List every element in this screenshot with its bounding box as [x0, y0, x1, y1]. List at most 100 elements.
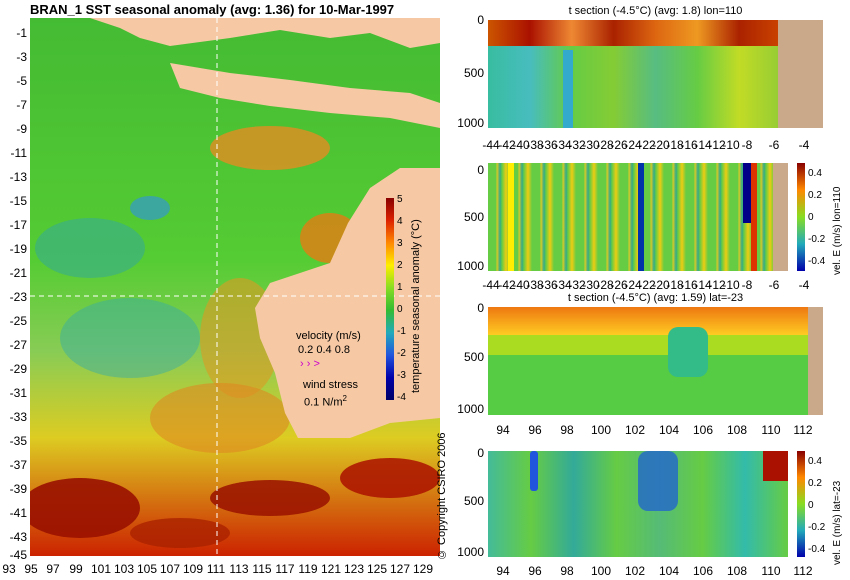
- x-tick: -44: [482, 138, 500, 152]
- x-tick: -28: [596, 278, 614, 292]
- cbar-tick: -0.4: [808, 544, 826, 555]
- y-tick: -29: [9, 362, 27, 376]
- cbar-tick: 0.4: [808, 456, 822, 467]
- cbar-tick: -4: [397, 392, 406, 403]
- map-title: BRAN_1 SST seasonal anomaly (avg: 1.36) …: [30, 2, 395, 17]
- x-tick: 115: [252, 562, 272, 576]
- y-tick: -27: [9, 338, 27, 352]
- x-tick: 104: [658, 564, 680, 578]
- temperature-section-lat[interactable]: [488, 307, 823, 415]
- x-tick: -18: [666, 278, 684, 292]
- x-tick: 96: [528, 564, 542, 578]
- x-tick: -36: [540, 278, 558, 292]
- velocity-legend-title: velocity (m/s): [296, 330, 361, 342]
- x-tick: 110: [761, 564, 781, 578]
- x-tick: -18: [666, 138, 684, 152]
- panel4-colorbar: [797, 451, 805, 557]
- x-tick: -24: [624, 278, 642, 292]
- y-tick: -35: [9, 434, 27, 448]
- wind-legend-value: 0.1 N/m2: [304, 394, 347, 409]
- y-tick: -11: [10, 146, 27, 160]
- y-tick: 1000: [457, 545, 484, 559]
- cbar-tick: -0.4: [808, 256, 826, 267]
- x-tick: 95: [24, 562, 38, 576]
- y-tick: -41: [9, 506, 27, 520]
- y-tick: 500: [463, 350, 484, 364]
- x-tick: 103: [113, 562, 135, 576]
- x-tick: 108: [726, 423, 748, 437]
- x-tick: 100: [590, 423, 612, 437]
- y-tick: -3: [16, 50, 27, 64]
- cbar-tick: 3: [397, 238, 403, 249]
- land-mask: [778, 20, 823, 128]
- x-tick: -4: [798, 278, 810, 292]
- velocity-section-lat[interactable]: [488, 451, 788, 557]
- x-tick: 113: [229, 562, 249, 576]
- x-tick: 94: [496, 423, 510, 437]
- x-tick: 119: [298, 562, 318, 576]
- x-tick: -42: [498, 138, 516, 152]
- cbar-tick: 5: [397, 194, 403, 205]
- x-tick: 97: [46, 562, 60, 576]
- land-north: [90, 18, 440, 48]
- x-tick: -8: [741, 138, 753, 152]
- cbar-tick: -3: [397, 370, 406, 381]
- y-tick: -21: [9, 266, 27, 280]
- x-tick: 100: [590, 564, 612, 578]
- panel4-cbar-label: vel. E (m/s) lat=-23: [832, 480, 843, 565]
- cbar-tick: 1: [397, 282, 403, 293]
- y-tick: 0: [477, 13, 484, 27]
- cbar-tick: 0.2: [808, 190, 822, 201]
- land-mask: [773, 163, 788, 271]
- y-tick: -25: [9, 314, 27, 328]
- x-tick: -20: [652, 138, 670, 152]
- x-tick: -28: [596, 138, 614, 152]
- x-tick: 110: [761, 423, 781, 437]
- sst-anomaly-map[interactable]: 5 4 3 2 1 0 -1 -2 -3 -4 temperature seas…: [30, 18, 440, 556]
- cbar-tick: 4: [397, 216, 403, 227]
- x-tick: 117: [275, 562, 295, 576]
- y-tick: -43: [9, 530, 27, 544]
- x-tick: 109: [182, 562, 204, 576]
- x-tick: -38: [526, 278, 544, 292]
- x-tick: -30: [582, 138, 600, 152]
- land-java: [170, 63, 440, 128]
- panel1-x-axis: -44 -42 -40 -38 -36 -34 -32 -30 -28 -26 …: [482, 138, 846, 152]
- velocity-section-lon[interactable]: [488, 163, 788, 271]
- x-tick: 98: [560, 564, 574, 578]
- velocity-arrows-icon: › › >: [300, 358, 320, 370]
- x-tick: -26: [610, 138, 628, 152]
- copyright-text: © Copyright CSIRO 2006: [436, 432, 448, 560]
- x-tick: -14: [694, 278, 712, 292]
- y-tick: 0: [477, 446, 484, 460]
- x-tick: -24: [624, 138, 642, 152]
- temperature-section-lon[interactable]: [488, 20, 823, 128]
- cbar-tick: -0.2: [808, 234, 826, 245]
- y-tick: -1: [16, 26, 27, 40]
- y-tick: 500: [463, 66, 484, 80]
- cbar-tick: 0: [808, 212, 814, 223]
- velocity-legend-values: 0.2 0.4 0.8: [298, 344, 350, 356]
- y-tick: -19: [9, 242, 27, 256]
- y-tick: -39: [9, 482, 27, 496]
- colorbar-label: temperature seasonal anomaly (°C): [410, 219, 422, 393]
- x-tick: -8: [741, 278, 753, 292]
- y-tick: 1000: [457, 116, 484, 130]
- cbar-tick: 2: [397, 260, 403, 271]
- x-tick: -26: [610, 278, 628, 292]
- x-tick: -14: [694, 138, 712, 152]
- y-tick: 0: [477, 301, 484, 315]
- y-tick: 0: [477, 163, 484, 177]
- x-tick: 123: [343, 562, 365, 576]
- x-tick: 108: [726, 564, 748, 578]
- panel1-title: t section (-4.5°C) (avg: 1.8) lon=110: [568, 5, 743, 17]
- y-tick: 500: [463, 494, 484, 508]
- land-mask: [808, 307, 823, 415]
- x-tick: 125: [366, 562, 388, 576]
- wind-legend-title: wind stress: [303, 379, 359, 391]
- map-canvas: [30, 18, 440, 556]
- panel4-x-axis: 94 96 98 100 102 104 106 108 110 112: [490, 564, 830, 578]
- map-y-axis: -1 -3 -5 -7 -9 -11 -13 -15 -17 -19 -21 -…: [0, 26, 28, 566]
- x-tick: -12: [708, 278, 726, 292]
- x-tick: -36: [540, 138, 558, 152]
